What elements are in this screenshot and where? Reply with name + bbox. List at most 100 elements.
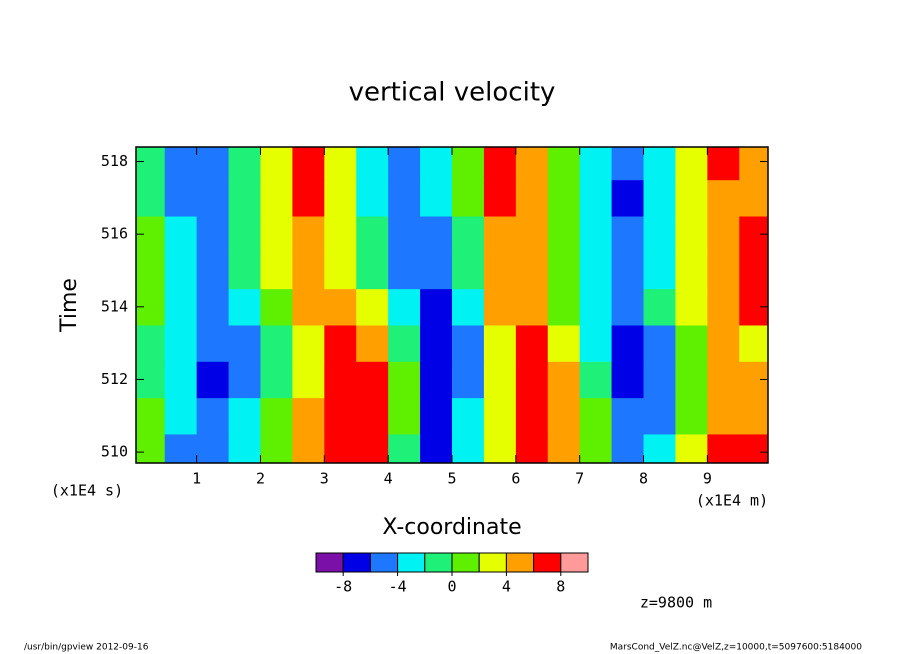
contour-cell	[260, 252, 293, 290]
contour-cell	[136, 252, 166, 290]
contour-cell	[388, 179, 421, 217]
contour-cell	[228, 147, 261, 181]
footer-left: /usr/bin/gpview 2012-09-16	[24, 643, 149, 653]
colorbar-swatch	[533, 552, 562, 573]
contour-cell	[579, 252, 613, 290]
contour-cell	[452, 252, 485, 290]
contour-cell	[483, 179, 517, 217]
contour-cell	[260, 433, 293, 463]
colorbar-swatch	[478, 552, 507, 573]
contour-cell	[547, 252, 581, 290]
contour-cell	[707, 433, 740, 463]
contour-cell	[579, 216, 613, 253]
contour-cell	[611, 179, 645, 217]
contour-cell	[452, 288, 485, 326]
contour-cell	[324, 397, 357, 435]
contour-cell	[420, 147, 453, 181]
contour-cell	[483, 252, 517, 290]
contour-cell	[739, 433, 768, 463]
contour-cell	[228, 179, 261, 217]
contour-cell	[136, 147, 166, 181]
contour-cell	[707, 324, 740, 362]
x-axis-label: X-coordinate	[382, 515, 521, 540]
contour-cell	[164, 361, 198, 399]
contour-cell	[675, 397, 708, 435]
contour-cell	[196, 179, 230, 217]
contour-cell	[196, 361, 230, 399]
contour-cell	[707, 252, 740, 290]
y-tick-label: 516	[101, 225, 128, 243]
colorbar-swatch	[342, 552, 371, 573]
contour-cell	[452, 179, 485, 217]
contour-cell	[420, 252, 453, 290]
contour-cell	[292, 324, 325, 362]
contour-cell	[164, 288, 198, 326]
contour-cell	[228, 324, 261, 362]
contour-cell	[515, 397, 549, 435]
contour-cell	[164, 324, 198, 362]
contour-cell	[483, 324, 517, 362]
contour-cell	[164, 252, 198, 290]
contour-cell	[228, 252, 261, 290]
contour-cell	[515, 179, 549, 217]
contour-cell	[228, 288, 261, 326]
contour-cell	[515, 216, 549, 253]
contour-cell	[196, 216, 230, 253]
contour-cell	[739, 252, 768, 290]
contour-cell	[420, 361, 453, 399]
contour-cell	[324, 147, 357, 181]
contour-cell	[356, 288, 389, 326]
contour-cell	[611, 147, 645, 181]
contour-cell	[324, 433, 357, 463]
x-unit: (x1E4 m)	[696, 492, 768, 510]
contour-cell	[260, 288, 293, 326]
contour-cell	[579, 361, 613, 399]
contour-cell	[356, 179, 389, 217]
colorbar-tick-label: 8	[556, 578, 565, 596]
contour-cell	[260, 216, 293, 253]
contour-cell	[292, 433, 325, 463]
footer-right: MarsCond_VelZ.nc@VelZ,z=10000,t=5097600:…	[610, 643, 862, 653]
contour-cell	[260, 324, 293, 362]
contour-cell	[388, 147, 421, 181]
contour-cell	[324, 288, 357, 326]
contour-cell	[579, 397, 613, 435]
contour-cell	[643, 179, 676, 217]
contour-cell	[324, 179, 357, 217]
contour-cell	[675, 216, 708, 253]
contour-cell	[643, 324, 676, 362]
x-tick-label: 5	[447, 470, 456, 488]
contour-cell	[292, 288, 325, 326]
colorbar-swatch	[505, 552, 535, 573]
contour-cell	[579, 179, 613, 217]
contour-cell	[739, 179, 768, 217]
contour-cell	[675, 147, 708, 181]
y-axis-label: Time	[57, 278, 82, 333]
colorbar-tick-label: -4	[389, 578, 407, 596]
contour-cell	[260, 147, 293, 181]
contour-cell	[483, 397, 517, 435]
contour-cell	[228, 216, 261, 253]
contour-cell	[675, 324, 708, 362]
contour-cell	[388, 361, 421, 399]
contour-cell	[611, 433, 645, 463]
contour-cell	[420, 433, 453, 463]
contour-cell	[643, 252, 676, 290]
colorbar-swatch	[424, 552, 453, 573]
contour-cell	[643, 361, 676, 399]
contour-cell	[196, 147, 230, 181]
contour-cell	[547, 397, 581, 435]
contour-cell	[611, 252, 645, 290]
contour-cell	[547, 361, 581, 399]
contour-cell	[483, 433, 517, 463]
contour-cell	[324, 361, 357, 399]
contour-cell	[356, 252, 389, 290]
contour-cell	[483, 288, 517, 326]
contour-cell	[515, 288, 549, 326]
contour-cell	[579, 433, 613, 463]
contour-cell	[136, 397, 166, 435]
contour-cell	[196, 433, 230, 463]
contour-cell	[164, 216, 198, 253]
contour-cell	[388, 252, 421, 290]
